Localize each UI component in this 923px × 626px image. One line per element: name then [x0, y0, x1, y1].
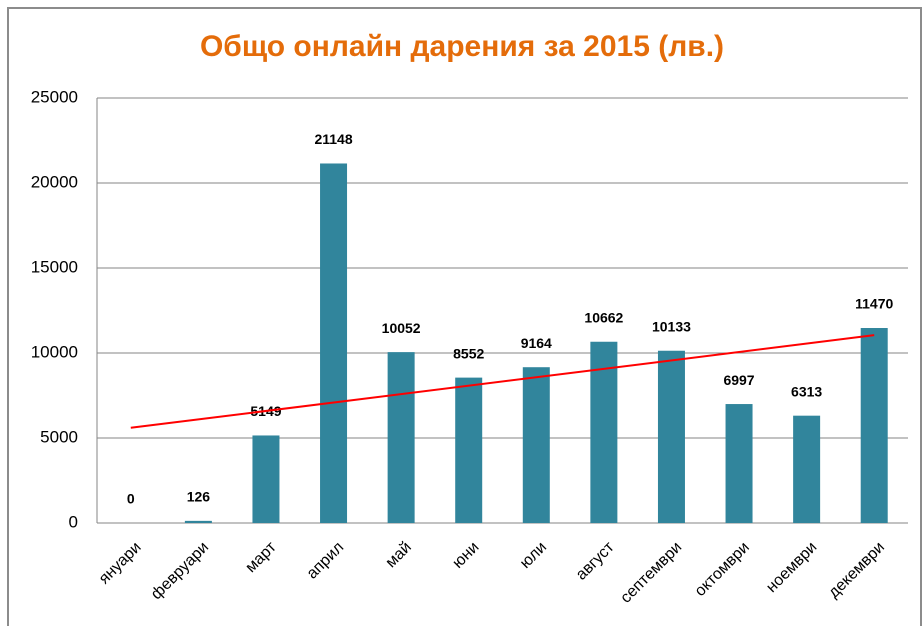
- bar: [387, 352, 415, 523]
- data-label: 0: [127, 491, 135, 507]
- bar: [320, 163, 348, 523]
- bar: [793, 415, 821, 523]
- y-tick-label: 20000: [31, 172, 78, 191]
- data-label: 11470: [855, 296, 893, 312]
- data-label: 126: [187, 489, 211, 505]
- bar: [860, 328, 888, 523]
- bar: [184, 520, 212, 523]
- data-label: 10662: [584, 309, 623, 325]
- bar: [455, 377, 483, 523]
- y-tick-label: 0: [69, 512, 78, 531]
- bar: [657, 350, 685, 523]
- data-label: 21148: [314, 131, 352, 147]
- bar: [252, 435, 280, 523]
- data-label: 6313: [791, 383, 822, 399]
- data-label: 10052: [382, 320, 421, 336]
- bar: [522, 367, 550, 523]
- bar: [590, 341, 618, 523]
- data-label: 10133: [652, 318, 691, 334]
- data-label: 9164: [521, 335, 552, 351]
- chart-title: Общо онлайн дарения за 2015 (лв.): [200, 30, 724, 63]
- y-tick-label: 5000: [40, 427, 78, 446]
- chart-border: [7, 7, 922, 626]
- trendline: [130, 334, 875, 429]
- y-tick-label: 10000: [31, 342, 78, 361]
- bar: [725, 404, 753, 523]
- data-label: 6997: [723, 372, 754, 388]
- data-label: 8552: [453, 345, 484, 361]
- y-tick-label: 25000: [31, 87, 78, 106]
- y-tick-label: 15000: [31, 257, 78, 276]
